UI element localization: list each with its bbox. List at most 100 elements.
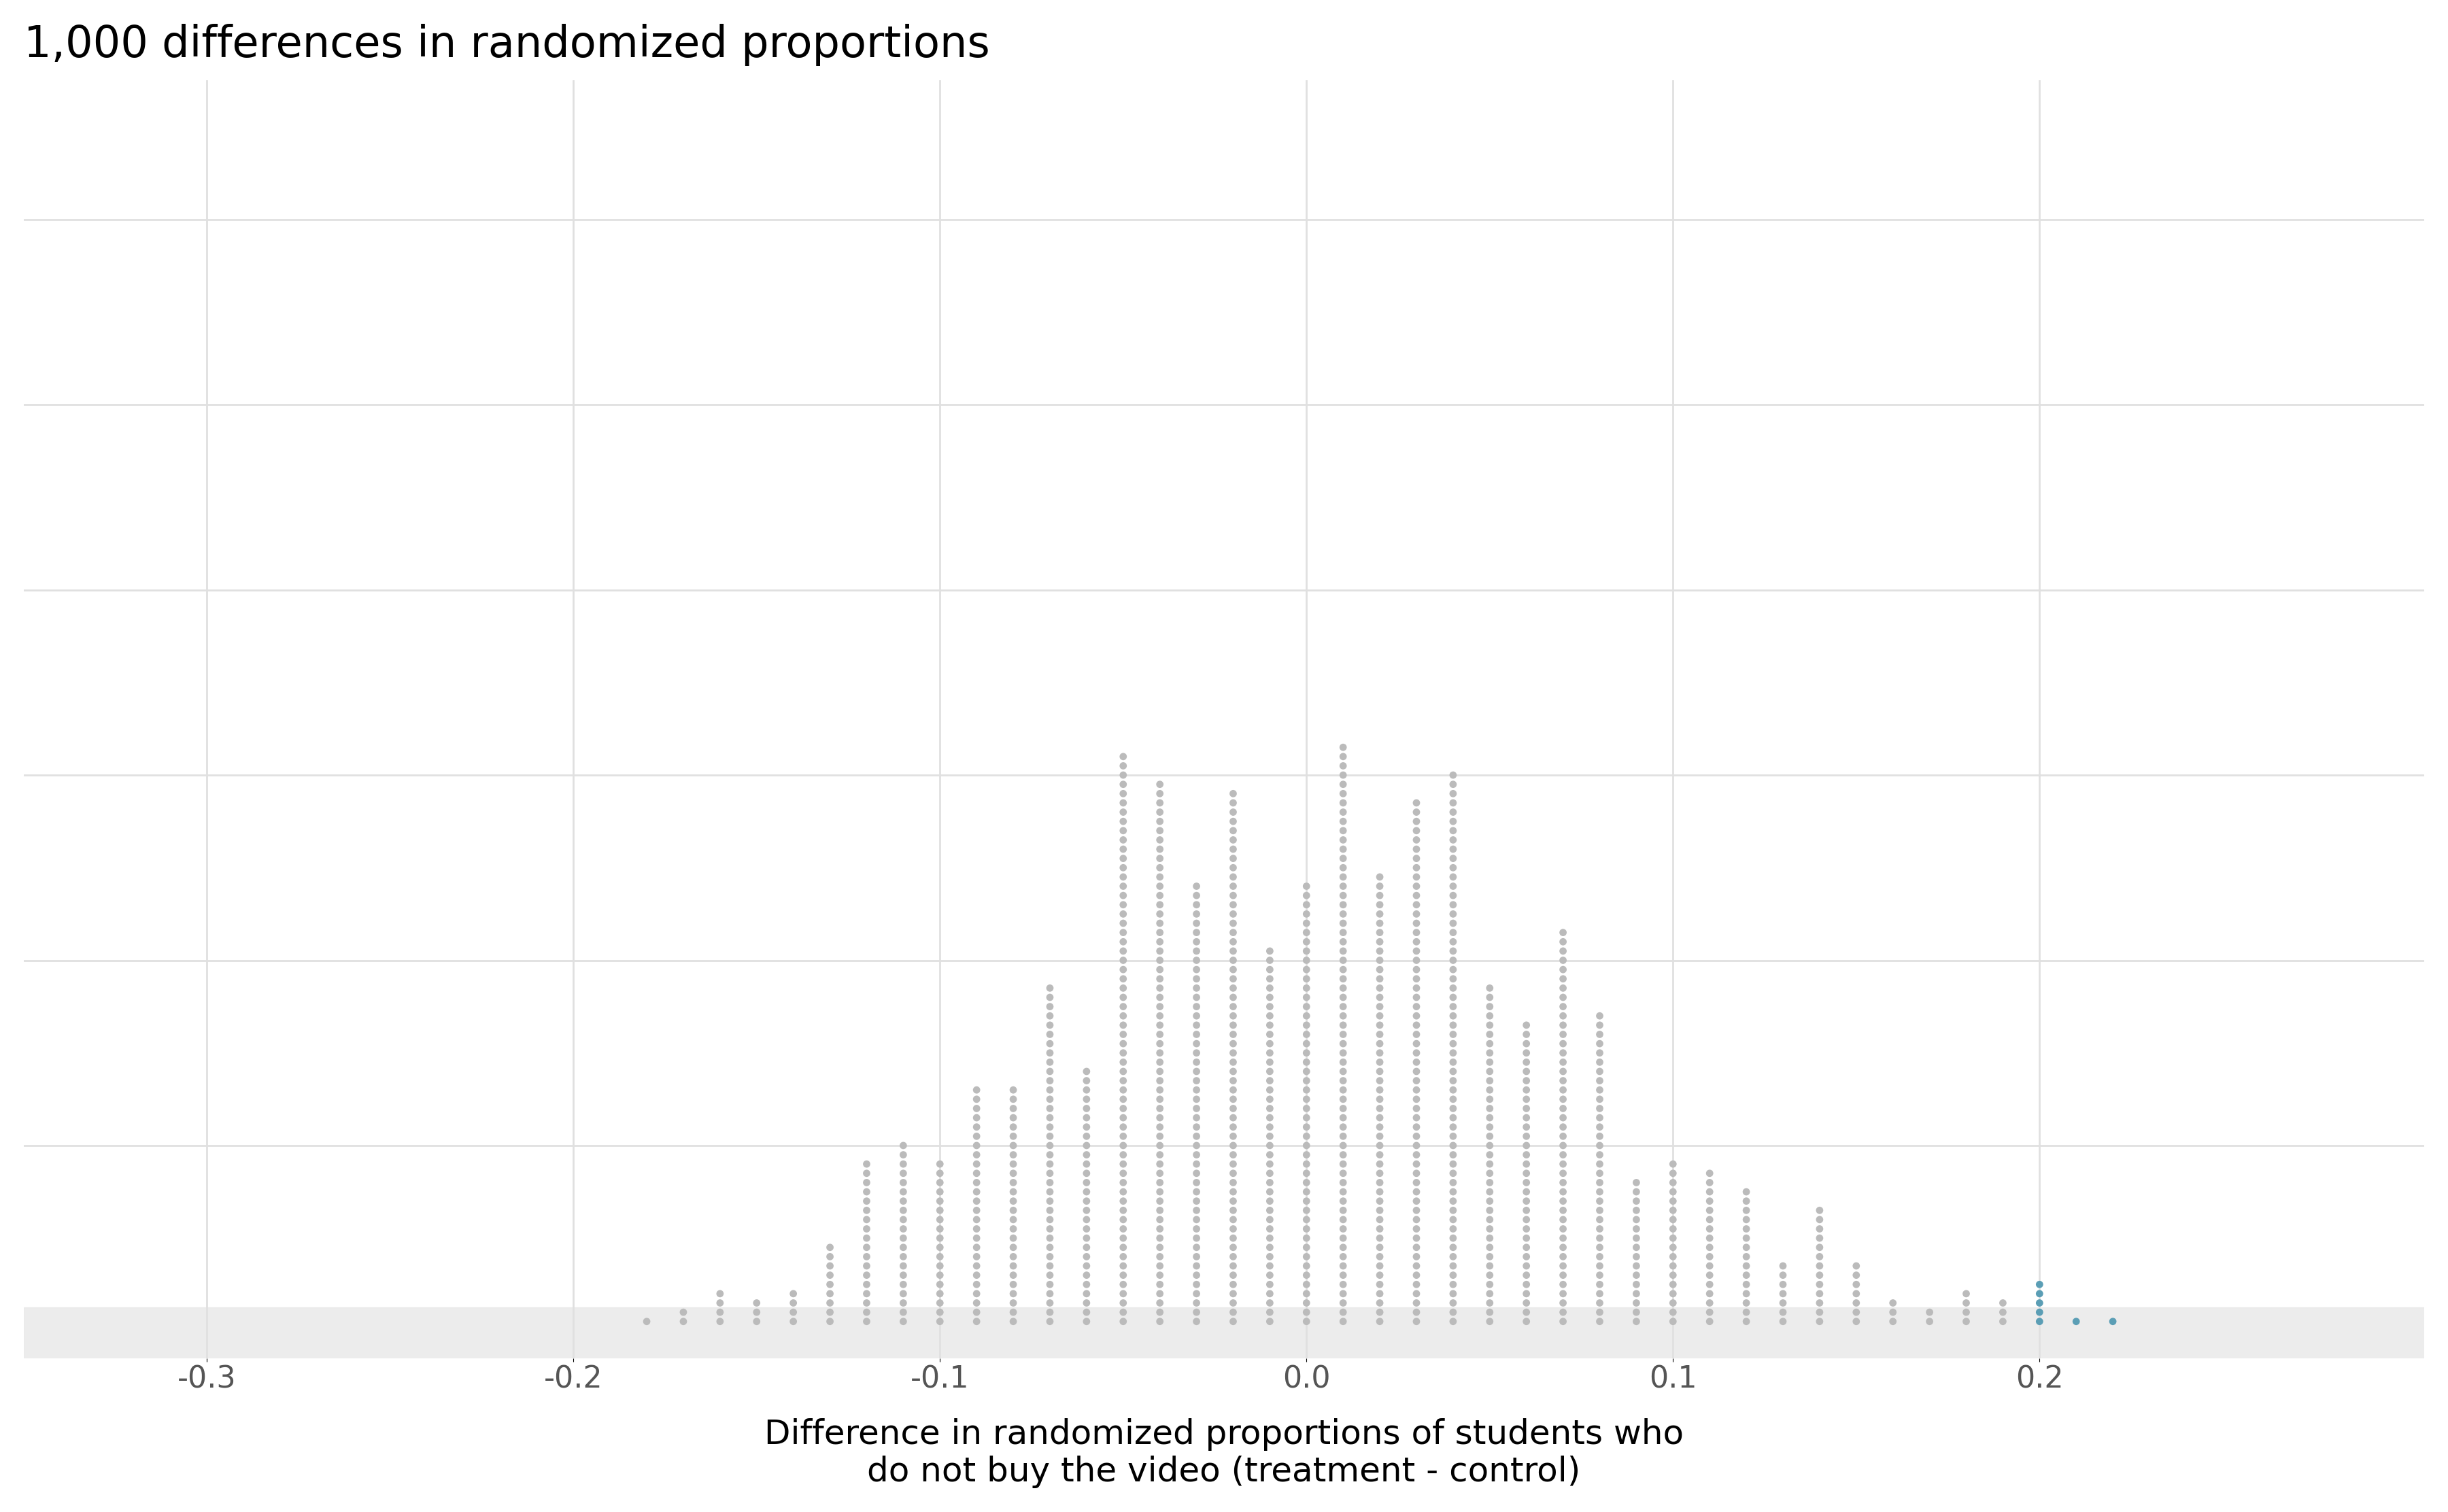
Point bbox=[1508, 1282, 1547, 1306]
Point bbox=[1361, 1244, 1400, 1269]
Point bbox=[1177, 1235, 1217, 1259]
Point bbox=[1104, 1282, 1143, 1306]
Point bbox=[1689, 1291, 1728, 1315]
Point bbox=[1983, 1291, 2022, 1315]
Point bbox=[1251, 1105, 1290, 1129]
Point bbox=[1177, 1069, 1217, 1093]
Point bbox=[1616, 1188, 1655, 1213]
Point bbox=[1214, 957, 1253, 981]
Point bbox=[1398, 930, 1437, 954]
Point bbox=[1141, 1004, 1180, 1028]
Point bbox=[1141, 1179, 1180, 1204]
Point bbox=[1726, 1282, 1765, 1306]
Point bbox=[957, 1208, 996, 1232]
Point bbox=[1214, 818, 1253, 842]
Point bbox=[1141, 1263, 1180, 1287]
Point bbox=[1361, 1161, 1400, 1185]
Point bbox=[1726, 1188, 1765, 1213]
Point bbox=[1324, 921, 1364, 945]
Point bbox=[884, 1161, 923, 1185]
Point bbox=[1031, 1069, 1070, 1093]
Point bbox=[1141, 975, 1180, 999]
Point bbox=[847, 1309, 886, 1334]
Point bbox=[847, 1152, 886, 1176]
Point bbox=[1214, 912, 1253, 936]
Point bbox=[1471, 995, 1510, 1019]
Point bbox=[1251, 1291, 1290, 1315]
Point bbox=[1104, 1208, 1143, 1232]
Point bbox=[1435, 800, 1474, 824]
Point bbox=[1031, 1040, 1070, 1064]
Point bbox=[1214, 800, 1253, 824]
Point bbox=[1616, 1272, 1655, 1296]
Point bbox=[1251, 1123, 1290, 1148]
Point bbox=[1067, 1170, 1106, 1194]
Point bbox=[1799, 1291, 1838, 1315]
Point bbox=[847, 1272, 886, 1296]
Point bbox=[1799, 1226, 1838, 1250]
Point bbox=[1652, 1208, 1692, 1232]
Point bbox=[884, 1263, 923, 1287]
Point bbox=[994, 1134, 1033, 1158]
Point bbox=[1177, 1253, 1217, 1278]
Point bbox=[1398, 1188, 1437, 1213]
Point bbox=[1214, 1031, 1253, 1055]
Point bbox=[1177, 1134, 1217, 1158]
Point bbox=[884, 1282, 923, 1306]
Point bbox=[1141, 921, 1180, 945]
Point bbox=[1689, 1161, 1728, 1185]
Point bbox=[1324, 892, 1364, 916]
Point bbox=[1398, 892, 1437, 916]
Point bbox=[1141, 1291, 1180, 1315]
Point bbox=[957, 1134, 996, 1158]
Point bbox=[884, 1188, 923, 1213]
Point bbox=[1435, 883, 1474, 907]
Point bbox=[1251, 1004, 1290, 1028]
Point bbox=[737, 1300, 776, 1325]
Point bbox=[1508, 1217, 1547, 1241]
Point bbox=[1435, 1123, 1474, 1148]
Point bbox=[1104, 986, 1143, 1010]
Point bbox=[1214, 1282, 1253, 1306]
Point bbox=[1324, 1188, 1364, 1213]
Point bbox=[1251, 1143, 1290, 1167]
Point bbox=[920, 1226, 960, 1250]
Point bbox=[847, 1208, 886, 1232]
Point bbox=[1435, 1105, 1474, 1129]
Point bbox=[994, 1235, 1033, 1259]
Point bbox=[1251, 1198, 1290, 1222]
Point bbox=[1251, 1114, 1290, 1139]
Point bbox=[1177, 892, 1217, 916]
Point bbox=[1177, 1078, 1217, 1102]
Point bbox=[1288, 986, 1327, 1010]
Point bbox=[1361, 1152, 1400, 1176]
Point bbox=[1251, 1078, 1290, 1102]
Point bbox=[1508, 1069, 1547, 1093]
Point bbox=[1214, 939, 1253, 963]
Point bbox=[1763, 1272, 1802, 1296]
Point bbox=[774, 1282, 813, 1306]
Point bbox=[1251, 1022, 1290, 1046]
Point bbox=[774, 1300, 813, 1325]
Point bbox=[1542, 1040, 1581, 1064]
Point bbox=[1398, 1208, 1437, 1232]
Point bbox=[1214, 975, 1253, 999]
Point bbox=[1177, 912, 1217, 936]
Point bbox=[1141, 1078, 1180, 1102]
Point bbox=[1508, 1244, 1547, 1269]
Point bbox=[847, 1161, 886, 1185]
Point bbox=[1398, 1179, 1437, 1204]
Point bbox=[1104, 865, 1143, 889]
Point bbox=[1067, 1179, 1106, 1204]
Point bbox=[1288, 1143, 1327, 1167]
Point bbox=[810, 1244, 849, 1269]
Point bbox=[920, 1244, 960, 1269]
Point bbox=[1104, 791, 1143, 815]
Point bbox=[1542, 1188, 1581, 1213]
Point bbox=[1361, 1004, 1400, 1028]
Point bbox=[1435, 948, 1474, 972]
Point bbox=[1435, 1198, 1474, 1222]
Point bbox=[1214, 1143, 1253, 1167]
Point bbox=[1288, 1078, 1327, 1102]
Point bbox=[1177, 1004, 1217, 1028]
